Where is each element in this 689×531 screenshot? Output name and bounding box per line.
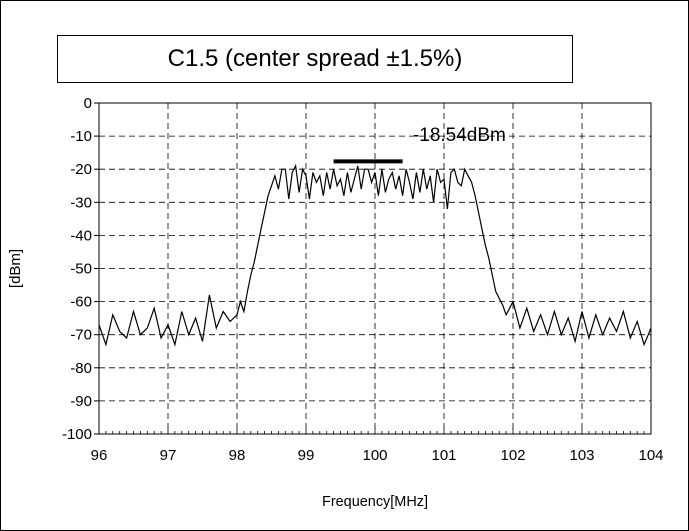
x-tick-label: 104	[638, 447, 663, 464]
x-tick-label: 99	[298, 447, 315, 464]
x-tick-label: 96	[91, 447, 108, 464]
y-tick-label: -90	[70, 393, 92, 410]
y-tick-label: -50	[70, 261, 92, 278]
y-tick-label: -100	[62, 426, 92, 443]
spectrum-trace	[98, 163, 652, 347]
x-tick-label: 103	[569, 447, 594, 464]
x-tick-label: 100	[362, 447, 387, 464]
y-tick-label: 0	[84, 95, 92, 112]
x-tick-label: 98	[229, 447, 246, 464]
y-tick-label: -10	[70, 128, 92, 145]
y-tick-label: -80	[70, 360, 92, 377]
x-tick-label: 97	[160, 447, 177, 464]
x-axis-title: Frequency[MHz]	[322, 493, 428, 510]
x-tick-label: 102	[500, 447, 525, 464]
x-tick-label: 101	[431, 447, 456, 464]
y-axis-title: [dBm]	[7, 249, 24, 288]
y-tick-label: -30	[70, 194, 92, 211]
chart-title: C1.5 (center spread ±1.5%)	[57, 35, 573, 83]
y-tick-label: -70	[70, 327, 92, 344]
y-tick-label: -20	[70, 161, 92, 178]
y-tick-label: -40	[70, 227, 92, 244]
peak-annotation: -18.54dBm	[413, 125, 506, 146]
y-tick-label: -60	[70, 294, 92, 311]
